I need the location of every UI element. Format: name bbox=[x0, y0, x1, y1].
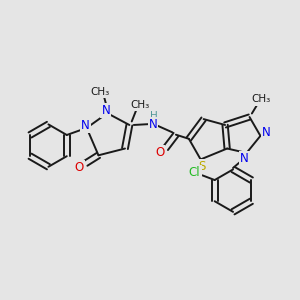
Text: S: S bbox=[198, 160, 206, 173]
Text: N: N bbox=[240, 152, 249, 165]
Text: O: O bbox=[75, 160, 84, 174]
Text: CH₃: CH₃ bbox=[251, 94, 270, 104]
Text: N: N bbox=[262, 126, 271, 139]
Text: CH₃: CH₃ bbox=[130, 100, 149, 110]
Text: H: H bbox=[150, 111, 158, 121]
Text: N: N bbox=[81, 119, 90, 132]
Text: Cl: Cl bbox=[189, 166, 200, 179]
Text: N: N bbox=[101, 104, 110, 117]
Text: CH₃: CH₃ bbox=[90, 87, 110, 97]
Text: N: N bbox=[148, 118, 157, 130]
Text: O: O bbox=[155, 146, 164, 159]
